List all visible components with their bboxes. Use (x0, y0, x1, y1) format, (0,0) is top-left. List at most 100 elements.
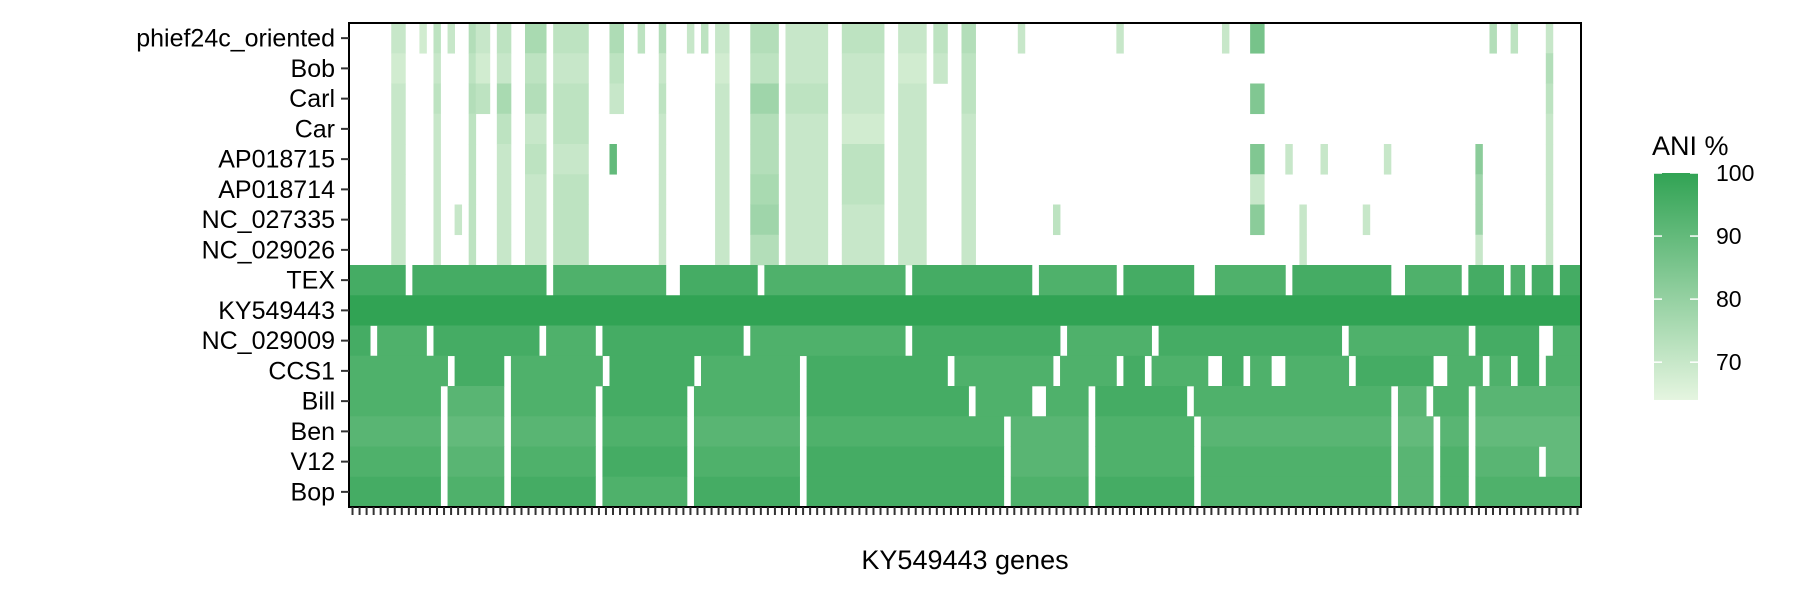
heatmap-cell (841, 83, 885, 115)
heatmap-cell (609, 355, 695, 387)
heatmap-cell (1200, 446, 1392, 478)
heatmap-cell (1299, 204, 1307, 236)
heatmap-cell (1545, 174, 1554, 205)
y-axis-label: NC_027335 (202, 206, 335, 234)
heatmap-cell (553, 113, 589, 145)
heatmap-cell (1531, 265, 1554, 296)
heatmap-cell (1067, 325, 1152, 357)
heatmap-cell (1545, 53, 1554, 84)
heatmap-cell (391, 144, 406, 175)
heatmap-cell (637, 23, 646, 54)
heatmap-cells (349, 23, 1582, 508)
heatmap-cell (806, 416, 1005, 447)
heatmap-cell (806, 476, 1005, 508)
heatmap-cell (715, 174, 730, 205)
heatmap-cell (525, 234, 547, 266)
heatmap-cell (602, 416, 688, 447)
heatmap-cell (933, 23, 948, 54)
heatmap-cell (1433, 386, 1469, 417)
heatmap-cell (553, 144, 589, 175)
heatmap-cell (961, 83, 976, 115)
heatmap-cell (553, 53, 589, 84)
heatmap-cell (1010, 446, 1089, 478)
heatmap-cell (1193, 386, 1392, 417)
heatmap-cell (750, 325, 906, 357)
heatmap-cell (750, 174, 779, 205)
heatmap-cell (1362, 204, 1371, 236)
y-axis-label: CCS1 (268, 357, 335, 385)
heatmap-cell (715, 113, 730, 145)
heatmap-cell (841, 234, 885, 266)
heatmap-cell (349, 416, 441, 447)
heatmap-cell (701, 23, 709, 54)
heatmap-cell (1095, 386, 1188, 417)
x-axis-title: KY549443 genes (861, 545, 1068, 575)
heatmap-cell (1214, 265, 1286, 296)
y-axis-label: Ben (291, 418, 335, 446)
heatmap-cell (553, 234, 589, 266)
legend-tick-label: 100 (1716, 160, 1754, 186)
heatmap-cell (1151, 355, 1209, 387)
heatmap-cell (454, 204, 463, 236)
heatmap-cell (1200, 476, 1392, 508)
heatmap-cell (433, 53, 441, 84)
heatmap-cell (1552, 325, 1582, 357)
legend-tick-label: 90 (1716, 223, 1742, 249)
heatmap-cell (715, 23, 730, 54)
heatmap-cell (961, 113, 976, 145)
heatmap-cell (419, 23, 427, 54)
legend-ticks: 100 90 80 70 (1654, 160, 1754, 375)
heatmap-cell (750, 53, 779, 84)
heatmap-cell (785, 234, 829, 266)
heatmap-cell (658, 174, 667, 205)
heatmap-cell (1475, 476, 1582, 508)
heatmap-cell (715, 204, 730, 236)
heatmap-cell (961, 23, 976, 54)
heatmap-cell (841, 113, 885, 145)
heatmap-cell (841, 204, 885, 236)
heatmap-cell (898, 174, 927, 205)
heatmap-cell (468, 83, 477, 115)
heatmap-cell (496, 204, 512, 236)
heatmap-cell (475, 83, 491, 115)
heatmap-cell (1545, 234, 1554, 266)
x-axis (351, 507, 1579, 515)
heatmap-cell (433, 113, 441, 145)
heatmap-cell (658, 53, 667, 84)
heatmap-cell (1200, 416, 1392, 447)
heatmap-cell (454, 355, 505, 387)
heatmap-cell (468, 204, 477, 236)
heatmap-cell (391, 23, 406, 54)
heatmap-cell (447, 476, 505, 508)
heatmap-cell (679, 265, 758, 296)
heatmap-cell (496, 23, 512, 54)
heatmap-cell (525, 53, 547, 84)
heatmap-cell (553, 23, 589, 54)
heatmap-cell (1440, 416, 1469, 447)
heatmap-cell (468, 53, 477, 84)
heatmap-cell (785, 204, 829, 236)
heatmap-cell (1250, 83, 1265, 115)
y-axis-label: TEX (286, 267, 335, 295)
heatmap-cell (1517, 355, 1540, 387)
heatmap-cell (447, 416, 505, 447)
heatmap-cell (1545, 113, 1554, 145)
heatmap-cell (349, 265, 406, 296)
heatmap-cell (1158, 325, 1343, 357)
heatmap-cell (525, 23, 547, 54)
heatmap-cell (693, 476, 800, 508)
heatmap-cell (954, 355, 1054, 387)
heatmap-cell (1010, 476, 1089, 508)
heatmap-cell (525, 83, 547, 115)
heatmap-cell (764, 265, 906, 296)
heatmap-cell (475, 53, 491, 84)
heatmap-cell (1355, 355, 1434, 387)
heatmap-cell (658, 204, 667, 236)
heatmap-cell (1060, 355, 1117, 387)
heatmap-cell (391, 83, 406, 115)
heatmap-cell (1510, 265, 1526, 296)
heatmap-cell (1010, 416, 1089, 447)
y-axis-label: NC_029026 (202, 236, 335, 264)
heatmap-cell (1440, 476, 1469, 508)
heatmap-cell (391, 53, 406, 84)
